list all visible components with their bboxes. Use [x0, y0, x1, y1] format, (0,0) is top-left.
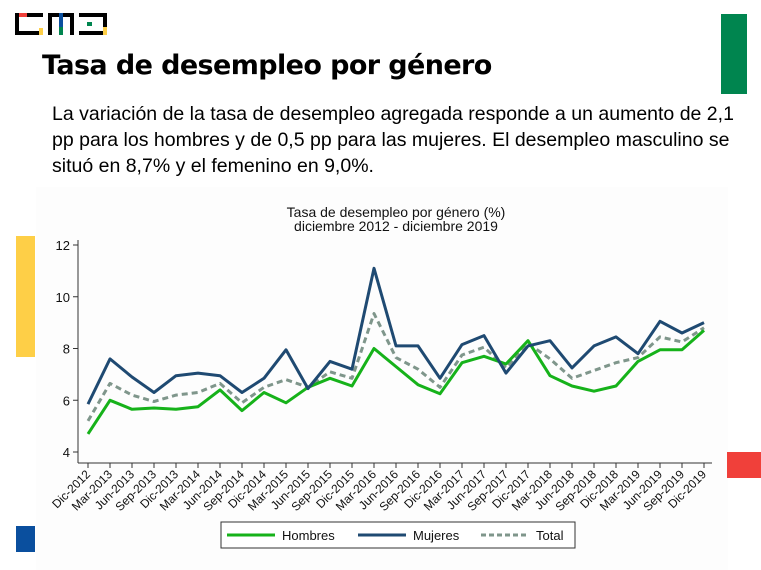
legend-label-hombres: Hombres	[282, 528, 335, 543]
chart-legend: Hombres Mujeres Total	[220, 521, 576, 549]
chart-axes: 4681012Dic-2012Mar-2013Jun-2013Sep-2013D…	[49, 238, 712, 514]
brand-blue-bar	[16, 526, 35, 552]
chart-series	[86, 266, 705, 435]
brand-red-bar	[727, 452, 761, 478]
y-tick-label: 10	[56, 290, 70, 305]
legend-label-mujeres: Mujeres	[413, 528, 460, 543]
brand-yellow-bar	[16, 236, 35, 357]
y-tick-label: 4	[63, 445, 70, 460]
chart-title: Tasa de desempleo por género (%)	[287, 204, 506, 220]
chart-background	[36, 187, 728, 570]
slide-paragraph: La variación de la tasa de desempleo agr…	[52, 103, 734, 177]
y-tick-label: 12	[56, 238, 70, 253]
y-tick-label: 8	[63, 342, 70, 357]
series-line-mujeres	[86, 266, 705, 405]
brand-green-bar	[721, 14, 747, 94]
legend-label-total: Total	[536, 528, 564, 543]
cmd-logo	[15, 13, 107, 35]
slide-title: Tasa de desempleo por género	[42, 50, 492, 81]
y-tick-label: 6	[63, 393, 70, 408]
chart-subtitle: diciembre 2012 - diciembre 2019	[294, 218, 498, 234]
